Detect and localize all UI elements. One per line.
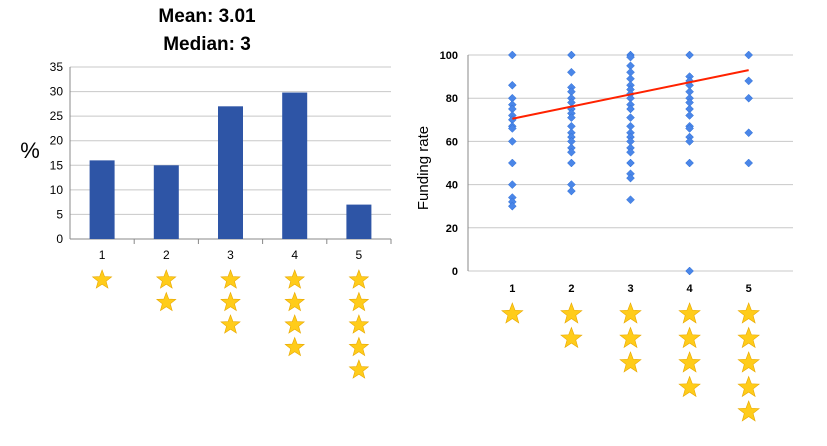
- scatter-point: [507, 158, 517, 168]
- star-icon: [348, 336, 370, 357]
- scatter-point: [567, 158, 576, 168]
- scatter-y-tick-label: 60: [446, 136, 458, 148]
- scatter-point: [626, 147, 635, 157]
- scatter-y-tick-label: 100: [440, 50, 458, 62]
- scatter-point: [567, 186, 576, 196]
- scatter-point: [744, 93, 754, 103]
- bar-x-tick-label: 5: [356, 248, 363, 262]
- star-icon: [619, 302, 642, 324]
- bar-x-tick-label: 4: [291, 248, 298, 262]
- scatter-chart: 0 20 40 60 80 100 1 2 3 4 5: [440, 50, 793, 422]
- bar-x-tick-label: 2: [163, 248, 170, 262]
- scatter-point: [744, 76, 754, 86]
- scatter-x-tick-label: 4: [687, 283, 694, 295]
- star-icon: [91, 269, 113, 289]
- bar-y-tick-label: 0: [56, 232, 63, 246]
- bar-5: [346, 204, 372, 239]
- star-icon: [678, 375, 701, 398]
- bar-chart: 0 5 10 15 20 25 30 35 1 2 3 4 5: [50, 60, 392, 379]
- scatter-point: [626, 195, 635, 205]
- star-icon: [501, 302, 524, 324]
- star-icon: [678, 302, 701, 324]
- scatter-point: [685, 111, 694, 120]
- star-icon: [284, 336, 306, 357]
- star-icon: [220, 291, 241, 312]
- star-icon: [678, 326, 701, 349]
- scatter-point: [507, 137, 517, 146]
- bar-y-tick-label: 5: [56, 207, 63, 221]
- scatter-point: [626, 104, 635, 114]
- scatter-y-tick-label: 20: [446, 223, 458, 235]
- star-icon: [737, 326, 760, 349]
- bar-chart-title-line-2: Median: 3: [163, 34, 251, 55]
- bar-y-tick-label: 10: [50, 183, 64, 197]
- scatter-point: [626, 113, 635, 122]
- scatter-point: [744, 128, 754, 138]
- scatter-point: [507, 201, 517, 211]
- scatter-point: [685, 158, 694, 168]
- bar-y-tick-label: 15: [50, 158, 64, 172]
- bar-1: [89, 160, 115, 239]
- star-icon: [155, 291, 177, 312]
- bar-3: [218, 106, 243, 239]
- scatter-point: [744, 50, 754, 60]
- scatter-y-tick-label: 80: [446, 93, 458, 105]
- scatter-point: [567, 50, 576, 60]
- bar-y-tick-label: 30: [50, 85, 64, 99]
- star-icon: [560, 326, 583, 349]
- bar-y-tick-label: 20: [50, 134, 64, 148]
- star-icon: [348, 314, 370, 334]
- scatter-point: [685, 124, 694, 133]
- scatter-point: [567, 147, 576, 157]
- scatter-point: [626, 173, 635, 183]
- star-icon: [284, 269, 306, 289]
- star-icon: [284, 314, 306, 334]
- scatter-point: [685, 137, 694, 146]
- scatter-point: [507, 180, 517, 189]
- star-icon: [737, 400, 760, 422]
- scatter-point: [626, 158, 635, 168]
- bar-x-tick-label: 1: [99, 248, 106, 262]
- star-icon: [220, 314, 241, 334]
- star-icon: [155, 269, 177, 289]
- bar-y-tick-label: 25: [50, 109, 64, 123]
- scatter-point: [744, 158, 754, 168]
- trend-line: [512, 69, 749, 120]
- scatter-x-tick-label: 3: [627, 283, 633, 295]
- scatter-x-tick-label: 1: [509, 283, 515, 295]
- star-icon: [737, 351, 760, 373]
- star-icon: [348, 291, 370, 312]
- bar-x-tick-label: 3: [227, 248, 234, 262]
- bar-4: [282, 92, 308, 239]
- scatter-point: [507, 124, 517, 133]
- scatter-y-tick-label: 40: [446, 180, 458, 192]
- bar-chart-title-line-1: Mean: 3.01: [158, 6, 256, 27]
- bar-chart-y-axis-label: %: [20, 138, 40, 163]
- scatter-x-tick-label: 2: [568, 283, 574, 295]
- scatter-chart-y-axis-label: Funding rate: [415, 126, 432, 210]
- star-icon: [220, 269, 241, 289]
- star-icon: [284, 291, 306, 312]
- star-icon: [678, 351, 701, 373]
- scatter-point: [567, 67, 576, 77]
- star-icon: [737, 302, 760, 324]
- star-icon: [560, 302, 583, 324]
- scatter-point: [507, 80, 517, 90]
- bar-2: [153, 165, 179, 239]
- scatter-point: [626, 52, 635, 62]
- star-icon: [619, 351, 642, 373]
- star-icon: [348, 359, 370, 379]
- scatter-point: [567, 113, 576, 122]
- scatter-point: [685, 266, 694, 276]
- bar-y-tick-label: 35: [50, 60, 64, 74]
- star-icon: [619, 326, 642, 349]
- scatter-point: [685, 50, 694, 60]
- scatter-point: [507, 50, 517, 60]
- star-icon: [737, 375, 760, 398]
- star-icon: [348, 269, 370, 289]
- scatter-y-tick-label: 0: [452, 266, 458, 278]
- scatter-x-tick-label: 5: [746, 283, 752, 295]
